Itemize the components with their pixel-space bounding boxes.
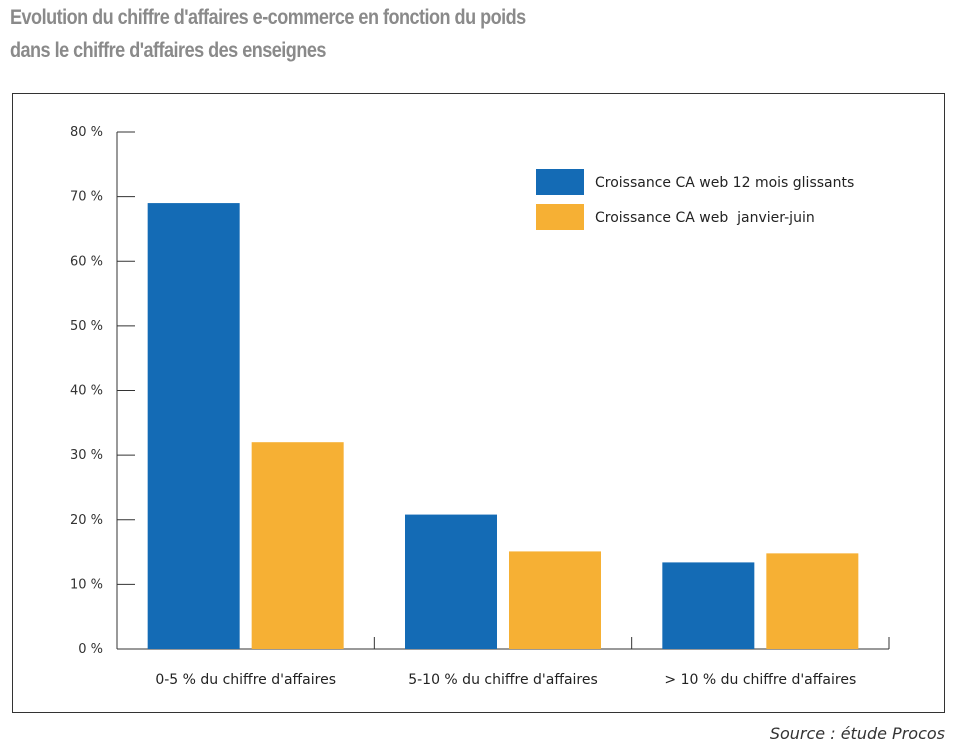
y-tick-label: 60 % bbox=[70, 254, 103, 269]
y-tick-label: 50 % bbox=[70, 319, 103, 334]
bar-12-mois bbox=[147, 203, 240, 649]
bar-chart: 0 % 10 % 20 % 30 % 40 % 50 % 60 % 70 % 80 % 0-5 %… bbox=[70, 125, 890, 688]
x-category-label: 0-5 % du chiffre d'affaires bbox=[155, 672, 336, 688]
y-tick-label: 80 % bbox=[70, 125, 103, 140]
y-tick-label: 0 % bbox=[78, 642, 103, 657]
legend-swatch bbox=[536, 204, 584, 230]
y-tick-label: 10 % bbox=[70, 577, 103, 592]
legend-label: Croissance CA web janvier-juin bbox=[595, 210, 815, 226]
bar-12-mois bbox=[662, 562, 755, 649]
chart-title-line2: dans le chiffre d'affaires des enseignes bbox=[10, 39, 326, 62]
y-tick-label: 30 % bbox=[70, 448, 103, 463]
bar-12-mois bbox=[405, 514, 497, 649]
legend-label: Croissance CA web 12 mois glissants bbox=[595, 175, 854, 191]
x-category-label: 5-10 % du chiffre d'affaires bbox=[408, 672, 598, 688]
bar-janvier-juin bbox=[509, 551, 601, 649]
chart-frame: 0 % 10 % 20 % 30 % 40 % 50 % 60 % 70 % 80 % 0-5 %… bbox=[12, 93, 945, 713]
bar-janvier-juin bbox=[766, 553, 859, 649]
source-note: Source : étude Procos bbox=[769, 724, 945, 743]
y-tick-label: 40 % bbox=[70, 384, 103, 399]
y-tick-label: 70 % bbox=[70, 190, 103, 205]
legend-swatch bbox=[536, 169, 584, 195]
bar-janvier-juin bbox=[251, 442, 344, 649]
chart-title-line1: Evolution du chiffre d'affaires e-commer… bbox=[10, 6, 526, 29]
x-category-label: > 10 % du chiffre d'affaires bbox=[664, 672, 856, 688]
y-tick-label: 20 % bbox=[70, 513, 103, 528]
